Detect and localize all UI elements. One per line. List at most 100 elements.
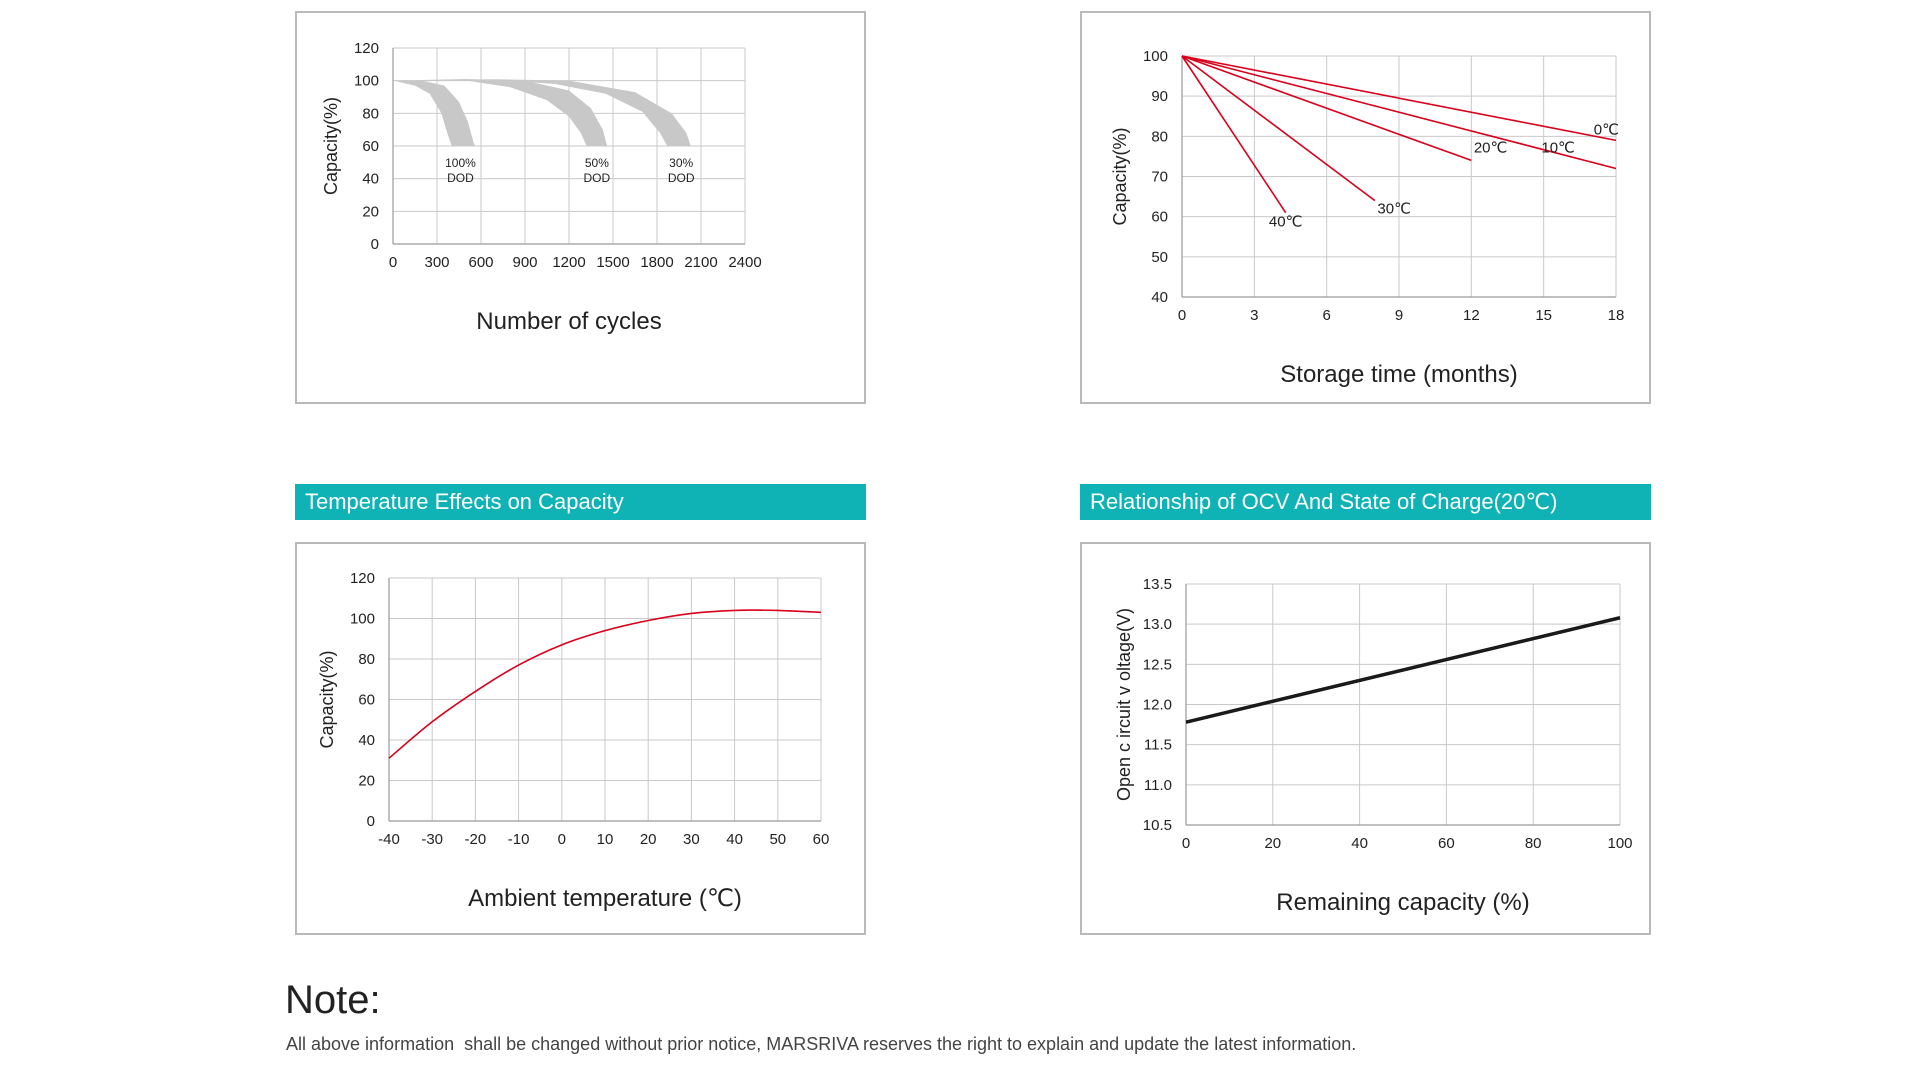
x-tick-label: -10 bbox=[508, 831, 530, 848]
capacity-band-2 bbox=[393, 79, 608, 146]
y-tick-label: 40 bbox=[362, 171, 379, 188]
series-label: 10℃ bbox=[1541, 139, 1575, 156]
x-tick-label: -30 bbox=[421, 831, 443, 848]
x-tick-label: 12 bbox=[1463, 307, 1480, 324]
x-tick-label: 0 bbox=[1178, 307, 1186, 324]
y-axis-label: Capacity(%) bbox=[321, 97, 341, 195]
y-tick-label: 10.5 bbox=[1143, 817, 1172, 834]
series-line-1 bbox=[1185, 616, 1621, 724]
ocv-chart-panel: 0 20 40 60 80 100 10.5 11.0 11.5 12.0 12.5 13.0 13.5… bbox=[1080, 542, 1651, 935]
ocv-chart: 0 20 40 60 80 100 10.5 11.0 11.5 12.0 12.5 13.0 13.5… bbox=[1114, 576, 1633, 916]
temperature-chart: -40 -30 -20 -10 0 10 20 30 40 50 60 0 20 40 60 80 100 120… bbox=[317, 570, 830, 912]
series-label: 30% bbox=[669, 156, 693, 170]
x-tick-label: 3 bbox=[1250, 307, 1258, 324]
temperature-chart-panel: -40 -30 -20 -10 0 10 20 30 40 50 60 0 20 40 60 80 100 120… bbox=[295, 542, 866, 935]
x-tick-label: 15 bbox=[1535, 307, 1552, 324]
x-tick-label: 40 bbox=[1351, 835, 1368, 852]
x-tick-label: 80 bbox=[1525, 835, 1542, 852]
y-tick-label: 20 bbox=[362, 203, 379, 220]
x-tick-label: 50 bbox=[769, 831, 786, 848]
temperature-heading: Temperature Effects on Capacity bbox=[295, 484, 866, 520]
x-tick-label: -40 bbox=[378, 831, 400, 848]
cycle-life-chart-panel: 0 300 600 900 1200 1500 1800 2100 2400 0 20 40 60 80 1… bbox=[295, 11, 866, 404]
y-axis-label: Open c ircuit v oltage(V) bbox=[1114, 608, 1134, 801]
y-tick-label: 0 bbox=[371, 236, 379, 253]
x-tick-label: 60 bbox=[1438, 835, 1455, 852]
y-tick-label: 13.5 bbox=[1143, 576, 1172, 593]
note-text: All above information shall be changed w… bbox=[286, 1034, 1357, 1054]
y-tick-label: 100 bbox=[1143, 48, 1168, 65]
x-tick-label: 6 bbox=[1322, 307, 1330, 324]
y-tick-label: 20 bbox=[358, 773, 375, 790]
series-line-2 bbox=[1181, 55, 1617, 170]
series-line-5 bbox=[1181, 55, 1287, 214]
series-label: DOD bbox=[668, 171, 695, 185]
x-tick-label: 1200 bbox=[552, 254, 585, 271]
y-tick-label: 90 bbox=[1151, 88, 1168, 105]
x-axis-label: Number of cycles bbox=[476, 308, 661, 335]
y-tick-label: 11.5 bbox=[1144, 737, 1172, 754]
x-tick-label: 20 bbox=[640, 831, 657, 848]
y-tick-label: 0 bbox=[367, 813, 375, 830]
x-tick-label: 2100 bbox=[684, 254, 717, 271]
y-tick-label: 70 bbox=[1151, 169, 1168, 186]
y-tick-label: 120 bbox=[350, 570, 375, 587]
x-tick-label: 1500 bbox=[596, 254, 629, 271]
series-label: 100% bbox=[445, 156, 476, 170]
x-tick-label: -20 bbox=[465, 831, 487, 848]
y-tick-label: 12.0 bbox=[1143, 697, 1172, 714]
x-tick-label: 0 bbox=[558, 831, 566, 848]
x-tick-label: 900 bbox=[512, 254, 537, 271]
series-label: 30℃ bbox=[1377, 200, 1411, 217]
series-label: 40℃ bbox=[1269, 214, 1303, 231]
y-tick-label: 80 bbox=[1151, 128, 1168, 145]
y-tick-label: 100 bbox=[354, 73, 379, 90]
y-tick-label: 60 bbox=[362, 138, 379, 155]
series-label: 20℃ bbox=[1474, 139, 1508, 156]
x-axis-label: Remaining capacity (%) bbox=[1276, 889, 1529, 916]
y-tick-label: 100 bbox=[350, 611, 375, 628]
y-tick-label: 12.5 bbox=[1143, 656, 1172, 673]
x-tick-label: 10 bbox=[597, 831, 614, 848]
y-axis-label: Capacity(%) bbox=[1110, 127, 1130, 225]
x-tick-label: 1800 bbox=[640, 254, 673, 271]
y-tick-label: 40 bbox=[358, 732, 375, 749]
series-line-1 bbox=[1181, 55, 1617, 142]
storage-chart-panel: 0 3 6 9 12 15 18 40 50 60 70 80 90 100 Capacity(%) Stor… bbox=[1080, 11, 1651, 404]
x-tick-label: 18 bbox=[1608, 307, 1625, 324]
x-tick-label: 300 bbox=[424, 254, 449, 271]
series-label: DOD bbox=[584, 171, 611, 185]
x-axis-label: Ambient temperature (℃) bbox=[468, 885, 742, 912]
x-tick-label: 0 bbox=[1182, 835, 1190, 852]
x-tick-label: 40 bbox=[726, 831, 743, 848]
x-tick-label: 20 bbox=[1264, 835, 1281, 852]
y-tick-label: 60 bbox=[358, 692, 375, 709]
y-tick-label: 11.0 bbox=[1144, 777, 1172, 794]
storage-chart: 0 3 6 9 12 15 18 40 50 60 70 80 90 100 Capacity(%) Stor… bbox=[1110, 48, 1625, 388]
x-tick-label: 30 bbox=[683, 831, 700, 848]
series-line-4 bbox=[1181, 55, 1376, 202]
y-tick-label: 40 bbox=[1151, 289, 1168, 306]
x-axis-label: Storage time (months) bbox=[1280, 361, 1517, 388]
y-axis-label: Capacity(%) bbox=[317, 650, 337, 748]
x-tick-label: 60 bbox=[813, 831, 830, 848]
capacity-band-3 bbox=[393, 79, 691, 146]
ocv-heading: Relationship of OCV And State of Charge(… bbox=[1080, 484, 1651, 520]
y-tick-label: 60 bbox=[1151, 209, 1168, 226]
x-tick-label: 2400 bbox=[728, 254, 761, 271]
cycle-life-chart: 0 300 600 900 1200 1500 1800 2100 2400 0 20 40 60 80 1… bbox=[321, 40, 762, 335]
series-label: 50% bbox=[585, 156, 609, 170]
y-tick-label: 50 bbox=[1151, 249, 1168, 266]
x-tick-label: 9 bbox=[1395, 307, 1403, 324]
series-line-1 bbox=[388, 609, 822, 759]
series-label: 0℃ bbox=[1594, 121, 1619, 138]
series-label: DOD bbox=[447, 171, 474, 185]
y-tick-label: 13.0 bbox=[1143, 616, 1172, 633]
x-tick-label: 100 bbox=[1607, 835, 1632, 852]
y-tick-label: 80 bbox=[358, 651, 375, 668]
y-tick-label: 80 bbox=[362, 105, 379, 122]
x-tick-label: 600 bbox=[468, 254, 493, 271]
note-title: Note: bbox=[285, 978, 381, 1022]
y-tick-label: 120 bbox=[354, 40, 379, 57]
